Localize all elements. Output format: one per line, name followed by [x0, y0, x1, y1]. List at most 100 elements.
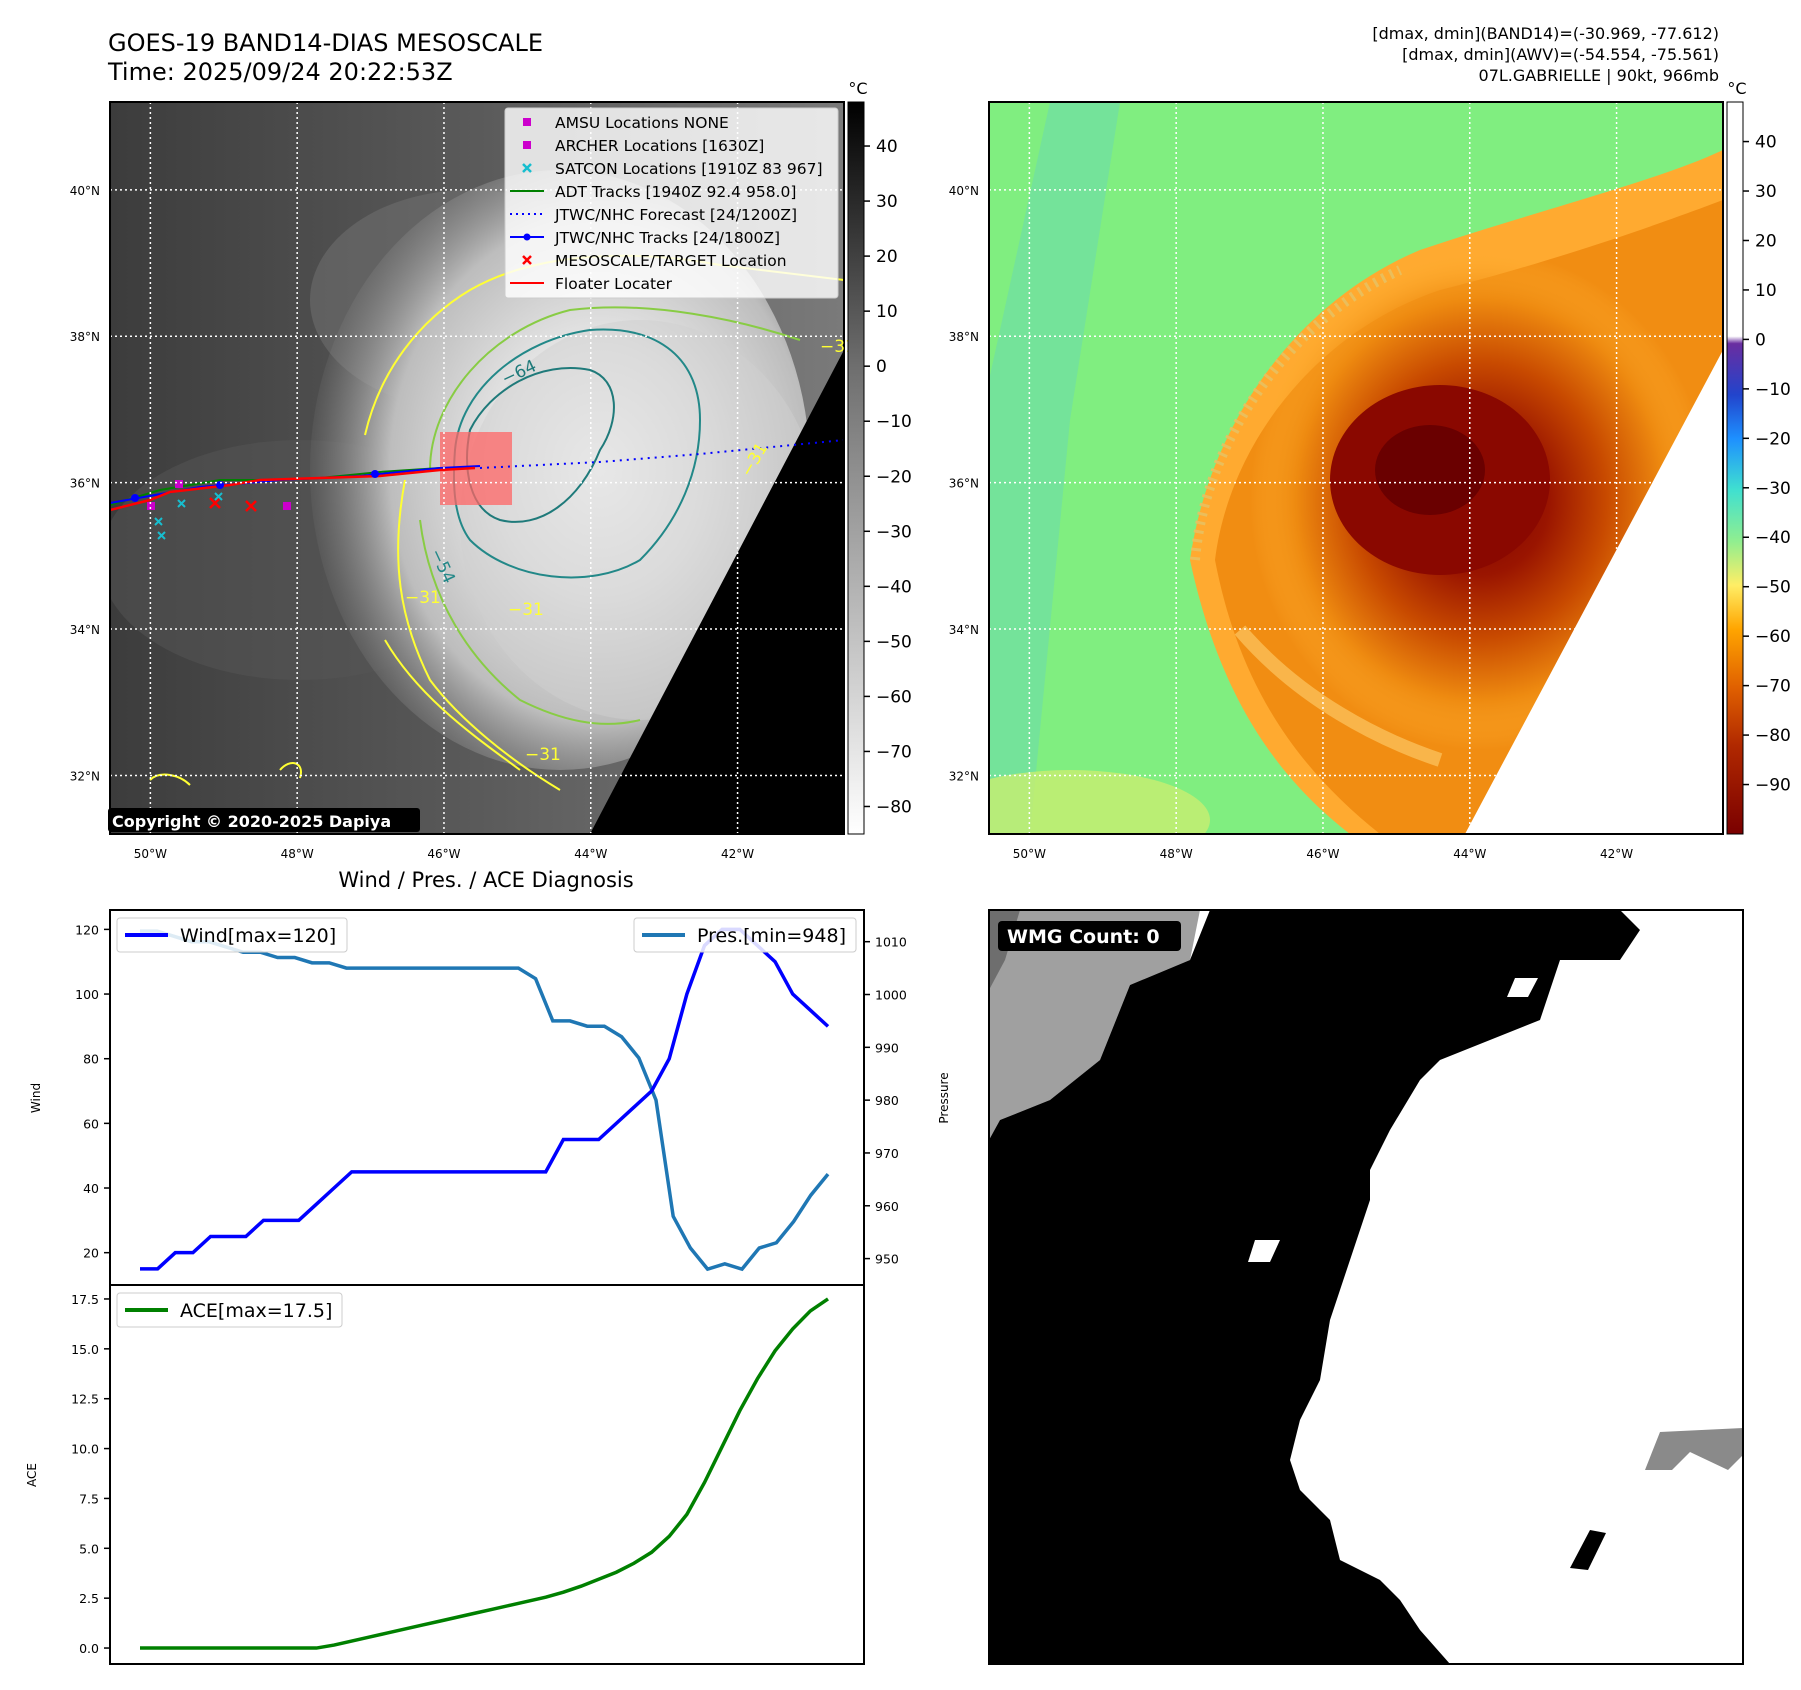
info-awv: [dmax, dmin](AWV)=(-54.554, -75.561) [1402, 45, 1719, 64]
legend-label: JTWC/NHC Forecast [24/1200Z] [554, 206, 797, 224]
awv-lon-labels: 50°W 48°W 46°W 44°W 42°W [1013, 847, 1633, 861]
ace-tick-label: 7.5 [79, 1491, 99, 1506]
ace-tick-label: 15.0 [71, 1342, 99, 1357]
pressure-tick-label: 1000 [875, 988, 907, 1003]
colorbar-tick-label: 20 [1755, 231, 1777, 251]
legend-item: JTWC/NHC Forecast [24/1200Z] [510, 206, 797, 224]
info-band14: [dmax, dmin](BAND14)=(-30.969, -77.612) [1372, 24, 1719, 43]
awv-image [989, 102, 1723, 834]
legend-item: ADT Tracks [1940Z 92.4 958.0] [510, 183, 796, 201]
colorbar-tick-label: −80 [1755, 726, 1791, 746]
ace-tick-label: 2.5 [79, 1591, 99, 1606]
ir-legend: AMSU Locations NONE ARCHER Locations [163… [504, 107, 839, 299]
colorbar-tick-label: −10 [1755, 380, 1791, 400]
info-storm: 07L.GABRIELLE | 90kt, 966mb [1479, 66, 1719, 85]
ir-no-data-region [590, 350, 844, 834]
legend-x-icon [522, 163, 532, 173]
awv-gridlines [989, 102, 1723, 834]
copyright-badge: Copyright © 2020-2025 Dapiya [108, 808, 420, 832]
lon-label: 42°W [1600, 847, 1633, 861]
archer-markers [147, 480, 291, 510]
legend-item: AMSU Locations NONE [523, 114, 729, 132]
wind-tick-label: 40 [83, 1181, 99, 1196]
colorbar-tick-label: −60 [876, 687, 912, 707]
copyright-text: Copyright © 2020-2025 Dapiya [112, 812, 391, 831]
wmg-count-badge [998, 921, 1181, 951]
legend-label: MESOSCALE/TARGET Location [555, 252, 787, 270]
satcon-markers [154, 492, 223, 540]
ir-colorbar-unit: °C [848, 79, 867, 98]
legend-item: SATCON Locations [1910Z 83 967] [522, 160, 823, 178]
pressure-tick-label: 970 [875, 1146, 899, 1161]
awv-panel: 40°N 38°N 36°N 34°N 32°N 50°W 48°W 46°W 44°W 42°… [949, 79, 1791, 861]
colorbar-tick-label: 10 [1755, 281, 1777, 301]
colorbar-tick-label: 10 [876, 302, 898, 322]
legend-label: AMSU Locations NONE [555, 114, 729, 132]
legend-x-icon [522, 255, 532, 265]
awv-no-data-region [1465, 350, 1723, 834]
legend-label: Floater Locater [555, 275, 673, 293]
ir-colorbar: °C 40 30 20 10 0 −10 −20 −30 −40 −50 −60 −70 −80 [847, 79, 912, 835]
ace-axis-label: ACE [25, 1463, 39, 1487]
wmg-black-region [989, 910, 1640, 1664]
pressure-tick-label: 960 [875, 1199, 899, 1214]
awv-frame [988, 101, 1724, 835]
awv-colorbar: °C 40 30 20 10 0 −10 −20 −30 −40 −50 −60 −70 −80 −90 [1726, 79, 1791, 835]
ace-line [140, 1297, 829, 1650]
wind-tick-label: 60 [83, 1116, 99, 1131]
wmg-gray-region [989, 910, 1200, 1140]
legend-square-icon [523, 141, 531, 149]
ir-lon-labels: 50°W 48°W 46°W 44°W 42°W [134, 847, 754, 861]
lon-label: 44°W [1453, 847, 1486, 861]
ace-tick-label: 12.5 [71, 1392, 99, 1407]
wmg-panel: WMG Count: 0 [988, 909, 1744, 1665]
colorbar-tick-label: −70 [1755, 677, 1791, 697]
lon-label: 50°W [1013, 847, 1046, 861]
lat-label: 32°N [949, 769, 979, 783]
wind-legend: Wind[max=120] [116, 917, 348, 953]
ace-chart: 0.0 2.5 5.0 7.5 10.0 12.5 15.0 17.5 ACE ACE[max… [25, 1284, 865, 1665]
wind-legend-label: Wind[max=120] [180, 925, 336, 947]
diagnosis-title: Wind / Pres. / ACE Diagnosis [338, 868, 633, 892]
pressure-axis-label: Pressure [937, 1072, 951, 1123]
wind-axis-label: Wind [29, 1083, 43, 1113]
lat-label: 36°N [70, 477, 100, 491]
awv-colorbar-unit: °C [1727, 79, 1746, 98]
legend-item: JTWC/NHC Tracks [24/1800Z] [510, 229, 780, 247]
awv-lat-labels: 40°N 38°N 36°N 34°N 32°N [949, 184, 979, 784]
wind-tick-label: 100 [75, 987, 99, 1002]
contour-label: −31 [525, 745, 561, 765]
colorbar-tick-label: −30 [1755, 479, 1791, 499]
pressure-legend-label: Pres.[min=948] [697, 925, 846, 947]
wind-tick-label: 80 [83, 1052, 99, 1067]
contour-label: −31 [405, 588, 441, 608]
ace-tick-label: 0.0 [79, 1641, 99, 1656]
colorbar-tick-label: −30 [876, 522, 912, 542]
pressure-legend: Pres.[min=948] [633, 917, 857, 953]
colorbar-tick-label: 30 [1755, 182, 1777, 202]
lat-label: 32°N [70, 769, 100, 783]
ir-panel: 40°N 38°N 36°N 34°N 32°N 50°W 48°W 46°W 44°W 42°… [70, 79, 912, 861]
ace-tick-label: 10.0 [71, 1442, 99, 1457]
lon-label: 42°W [721, 847, 754, 861]
ir-lat-labels: 40°N 38°N 36°N 34°N 32°N [70, 184, 100, 784]
pressure-tick-label: 1010 [875, 935, 907, 950]
wind-pressure-chart: Wind / Pres. / ACE Diagnosis 20 40 60 80 100… [29, 868, 951, 1286]
lon-label: 48°W [281, 847, 314, 861]
figure-title: GOES-19 BAND14-DIAS MESOSCALE [108, 29, 543, 57]
ace-tick-label: 17.5 [71, 1292, 99, 1307]
colorbar-tick-label: 40 [876, 137, 898, 157]
pressure-tick-label: 980 [875, 1093, 899, 1108]
lat-label: 36°N [949, 477, 979, 491]
lon-label: 44°W [574, 847, 607, 861]
target-markers [209, 497, 257, 512]
wmg-frame [988, 909, 1744, 1665]
contour-label: −31 [820, 337, 856, 357]
colorbar-tick-label: 30 [876, 192, 898, 212]
lat-label: 40°N [70, 184, 100, 198]
pressure-tick-label: 950 [875, 1252, 899, 1267]
lon-label: 46°W [1306, 847, 1339, 861]
ace-tick-label: 5.0 [79, 1541, 99, 1556]
wind-pressure-frame [109, 909, 865, 1286]
